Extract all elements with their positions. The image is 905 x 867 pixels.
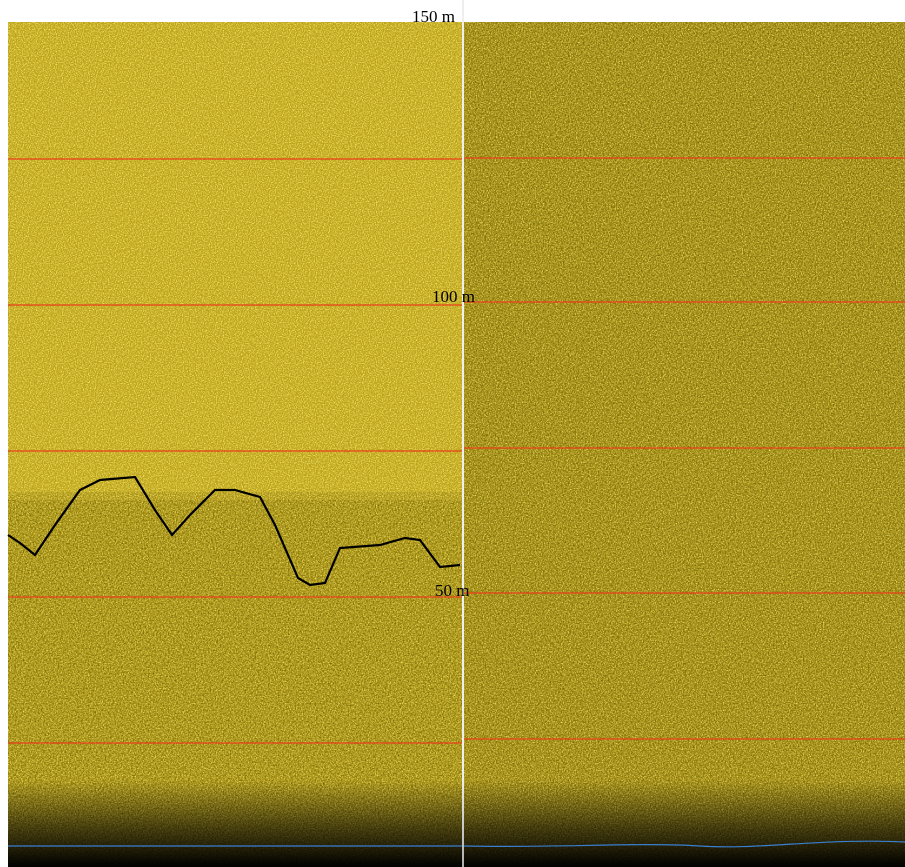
right-channel [464, 22, 905, 867]
depth-trace [7, 475, 461, 587]
range-label: 150 m [412, 7, 455, 26]
range-lines [8, 157, 905, 744]
range-label: 50 m [435, 581, 469, 600]
altitude-trace [8, 840, 905, 848]
bottom-shadow [8, 780, 905, 867]
left-channel [8, 22, 462, 867]
range-label: 100 m [432, 287, 475, 306]
